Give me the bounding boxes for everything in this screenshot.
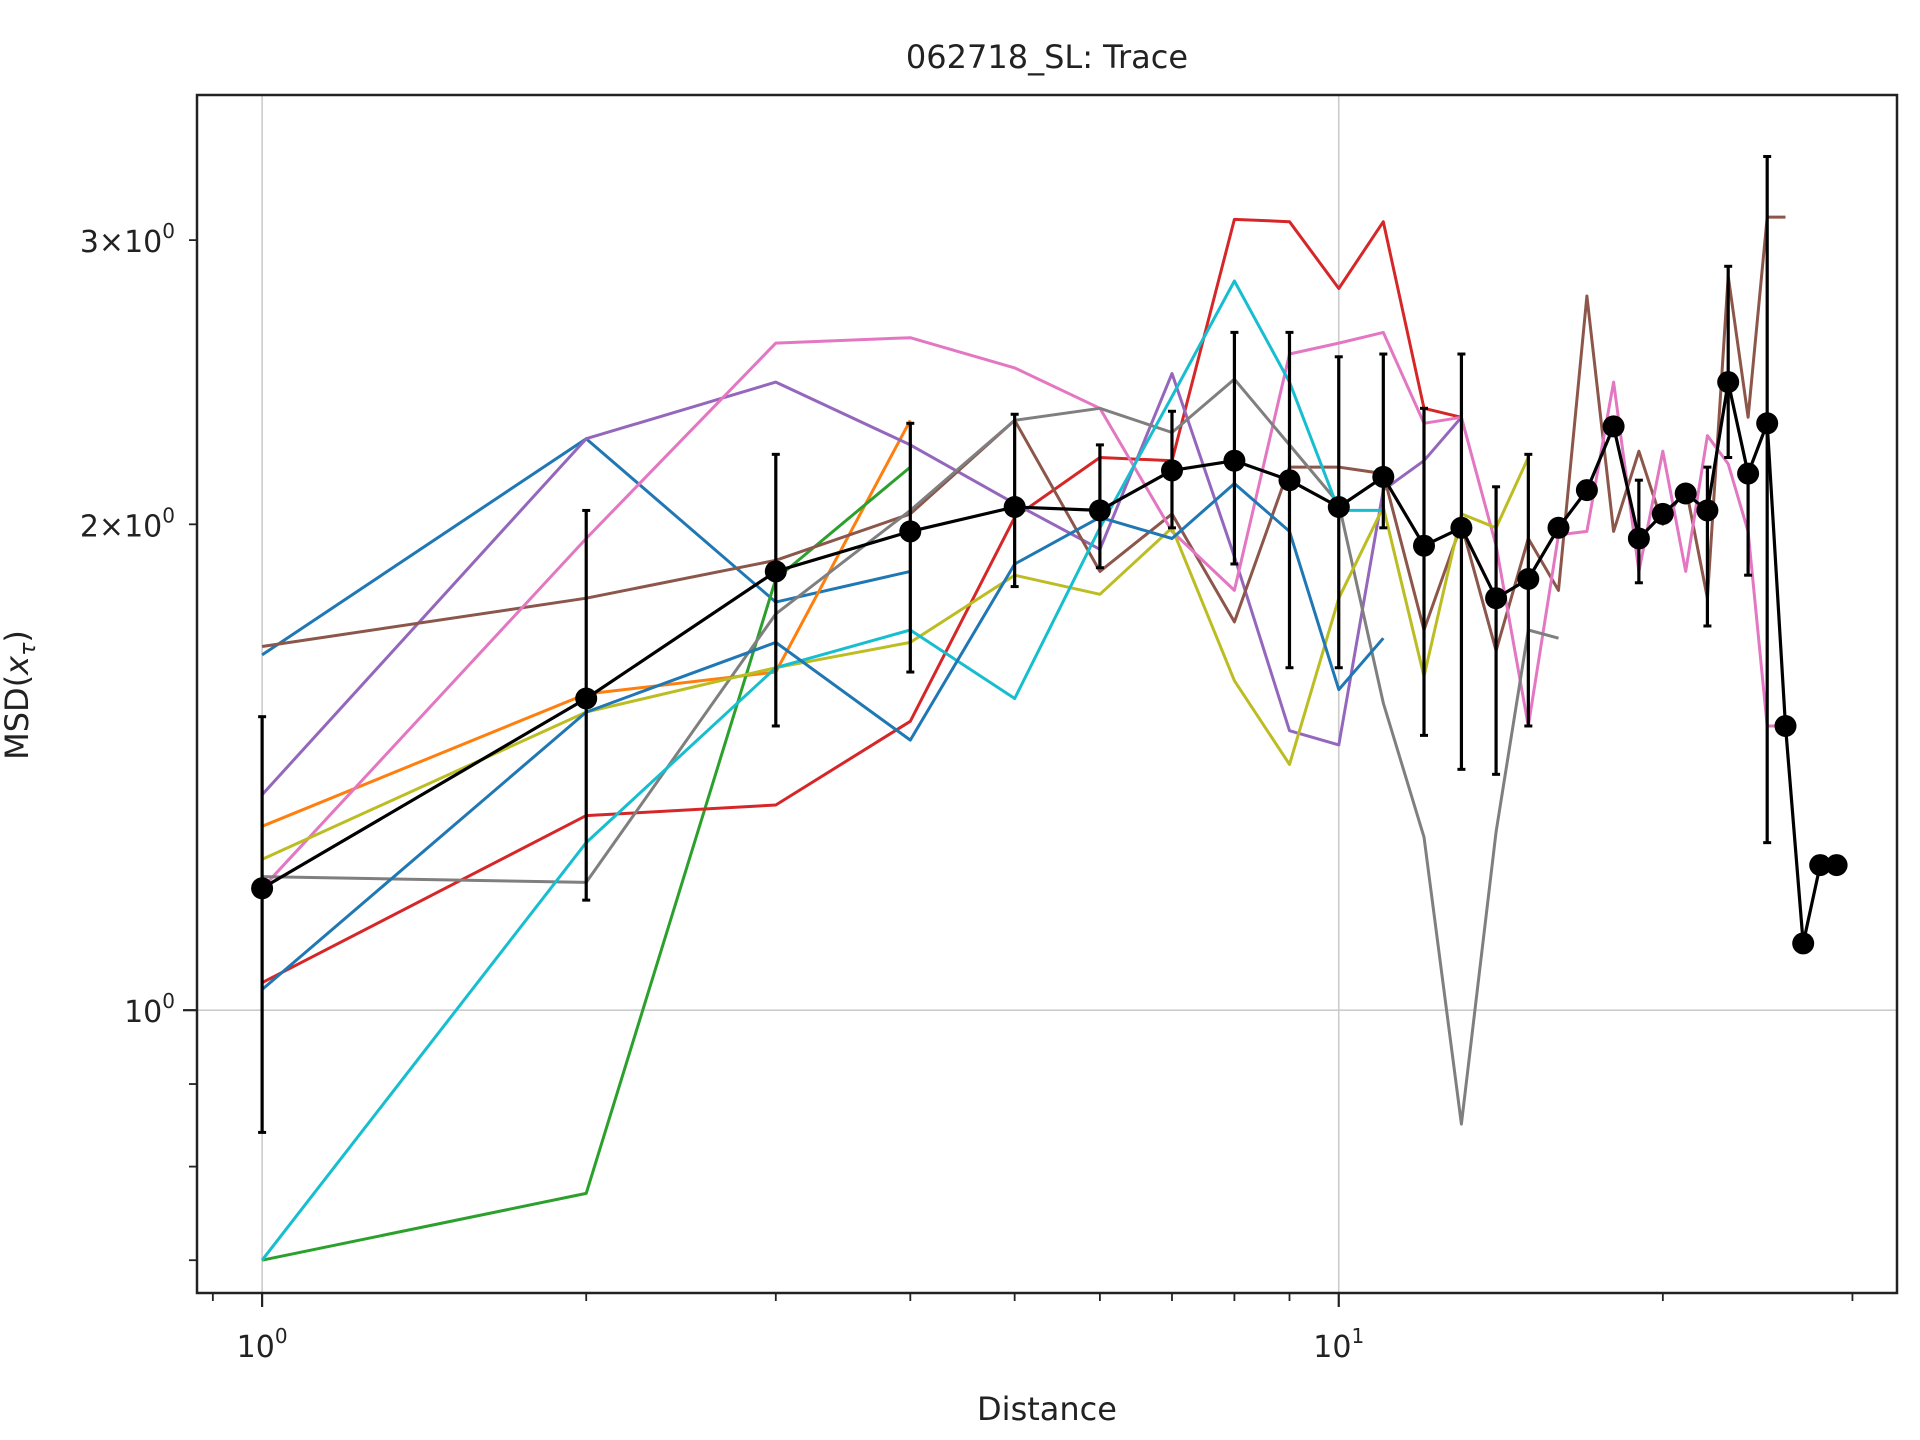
y-axis-label-prefix: MSD( xyxy=(0,675,36,760)
trace-series-line xyxy=(262,377,1559,1126)
mean-point xyxy=(1485,587,1508,610)
y-tick-label-exp: 0 xyxy=(162,219,175,243)
mean-point xyxy=(1737,462,1760,485)
mean-point xyxy=(1674,482,1697,505)
x-axis-label: Distance xyxy=(977,1390,1117,1428)
trace-series-line xyxy=(261,456,1530,861)
y-tick-label-prefix: 2× xyxy=(80,509,124,544)
mean-point xyxy=(1756,412,1779,435)
plot-frame xyxy=(195,93,1899,1295)
mean-point xyxy=(1547,516,1570,539)
chart-title: 062718_SL: Trace xyxy=(906,38,1188,76)
y-tick-label-base: 10 xyxy=(124,509,162,544)
y-tick-label-exp: 0 xyxy=(162,989,175,1013)
mean-point xyxy=(764,560,787,583)
y-tick-label-base: 10 xyxy=(124,225,162,260)
mean-point xyxy=(1372,465,1395,488)
mean-point xyxy=(899,520,922,543)
y-tick-label: 100 xyxy=(124,989,175,1030)
mean-point xyxy=(1717,371,1740,394)
y-tick-label-base: 10 xyxy=(124,995,162,1030)
x-tick-label-base: 10 xyxy=(1313,1330,1351,1365)
mean-point xyxy=(1696,499,1719,522)
y-axis-label-suffix: ) xyxy=(0,630,36,642)
trace-series-line xyxy=(261,217,1462,985)
y-axis-label-var: x xyxy=(0,655,36,676)
y-axis-label: MSD(xτ) xyxy=(0,630,41,760)
mean-point xyxy=(1161,459,1183,482)
mean-point xyxy=(1651,502,1674,525)
mean-point xyxy=(1792,932,1815,955)
x-tick-label: 100 xyxy=(237,1324,288,1365)
y-tick-label-exp: 0 xyxy=(162,503,175,527)
trace-series-line xyxy=(261,215,1786,653)
mean-point xyxy=(1088,499,1111,522)
y-tick-label: 3×100 xyxy=(80,219,175,260)
mean-point xyxy=(1602,415,1625,438)
mean-point xyxy=(1627,527,1650,550)
trace-series-line xyxy=(260,330,1786,890)
trace-series-line xyxy=(261,482,1385,991)
mean-point xyxy=(1517,568,1540,590)
mean-point xyxy=(1278,469,1301,492)
trace-series-line xyxy=(261,419,912,828)
trace-series-line xyxy=(260,279,1384,1262)
trace-series-line xyxy=(261,465,912,1262)
trace-series-line xyxy=(261,437,911,657)
mean-point xyxy=(1575,479,1598,502)
mean-series-line xyxy=(261,380,1837,946)
grid xyxy=(197,95,1897,1293)
mean-point xyxy=(251,877,274,900)
mean-point xyxy=(575,687,598,710)
series-layer xyxy=(260,215,1786,1262)
mean-series xyxy=(251,155,1848,1134)
x-tick-label-base: 10 xyxy=(237,1330,275,1365)
x-axis: 100 101 xyxy=(211,1293,1854,1365)
mean-point xyxy=(1450,516,1473,539)
mean-point xyxy=(1223,449,1246,472)
y-tick-label: 2×100 xyxy=(80,503,175,544)
mean-point xyxy=(1413,534,1435,557)
mean-point xyxy=(1327,496,1350,518)
y-tick-label-prefix: 3× xyxy=(80,225,124,260)
x-tick-label-exp: 1 xyxy=(1351,1324,1364,1348)
mean-point xyxy=(1003,496,1026,518)
mean-point xyxy=(1774,715,1797,737)
y-axis-label-sub: τ xyxy=(16,642,41,656)
mean-point xyxy=(1825,854,1848,877)
x-tick-label-exp: 0 xyxy=(275,1324,288,1348)
x-tick-label: 101 xyxy=(1313,1324,1364,1365)
mean-point xyxy=(1809,854,1832,877)
